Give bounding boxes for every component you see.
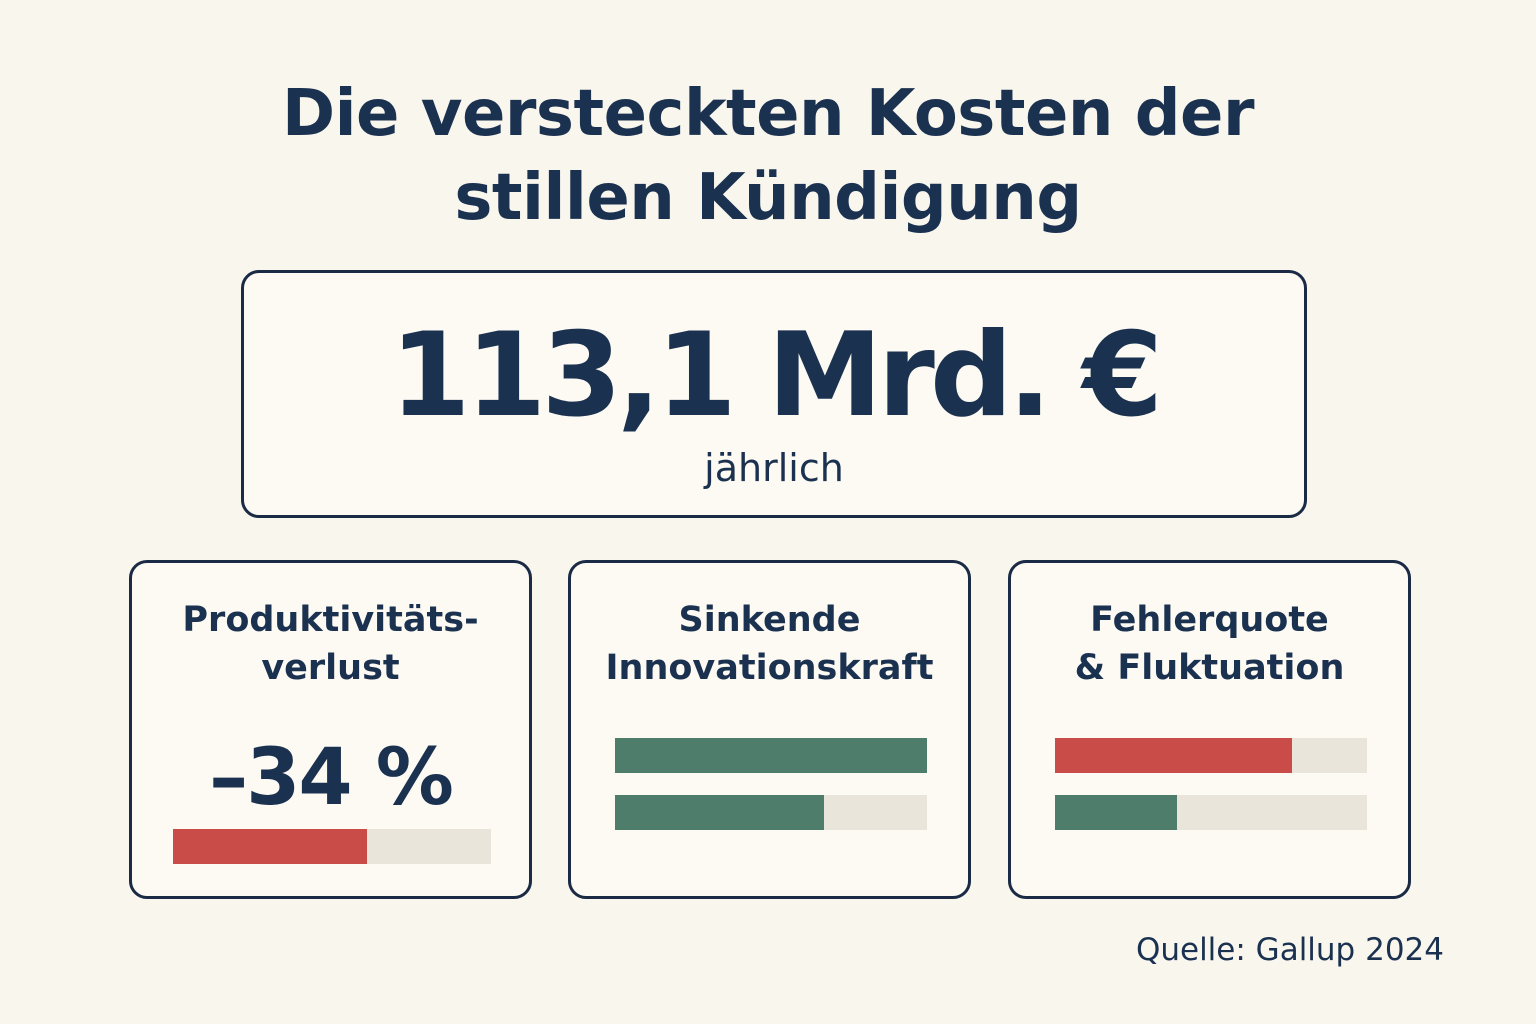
page-title: Die versteckten Kosten der stillen Kündi… — [168, 72, 1368, 240]
annual-cost-value: 113,1 Mrd. € — [389, 308, 1163, 443]
title-line-1: Die versteckten Kosten der — [281, 77, 1255, 151]
error-rate-bar-track — [1055, 738, 1367, 773]
error-rate-turnover-card: Fehlerquote & Fluktuation — [1008, 560, 1411, 899]
card-title-line-2: verlust — [261, 648, 400, 688]
innovation-bar-fill-2 — [615, 795, 825, 830]
title-line-2: stillen Kündigung — [454, 161, 1082, 235]
source-note: Quelle: Gallup 2024 — [1135, 932, 1444, 968]
card-title: Fehlerquote & Fluktuation — [1011, 596, 1408, 692]
innovation-bar-track-1 — [615, 738, 927, 773]
turnover-bar-track — [1055, 795, 1367, 830]
error-rate-bar-fill — [1055, 738, 1293, 773]
innovation-card: Sinkende Innovationskraft — [568, 560, 971, 899]
card-title: Produktivitäts- verlust — [132, 596, 529, 692]
card-title-line-2: Innovationskraft — [605, 648, 934, 688]
card-title-line-1: Sinkende — [678, 600, 861, 640]
productivity-bar-track — [173, 829, 491, 864]
card-title: Sinkende Innovationskraft — [571, 596, 968, 692]
innovation-bar-fill-1 — [615, 738, 927, 773]
productivity-bar-fill — [173, 829, 367, 864]
card-title-line-1: Produktivitäts- — [182, 600, 479, 640]
annual-cost-card: 113,1 Mrd. € jährlich — [241, 270, 1307, 518]
productivity-loss-value: –34 % — [209, 733, 454, 823]
productivity-loss-card: Produktivitäts- verlust –34 % — [129, 560, 532, 899]
card-title-line-2: & Fluktuation — [1074, 648, 1345, 688]
annual-cost-unit: jährlich — [704, 446, 844, 490]
turnover-bar-fill — [1055, 795, 1177, 830]
innovation-bar-track-2 — [615, 795, 927, 830]
card-title-line-1: Fehlerquote — [1090, 600, 1329, 640]
